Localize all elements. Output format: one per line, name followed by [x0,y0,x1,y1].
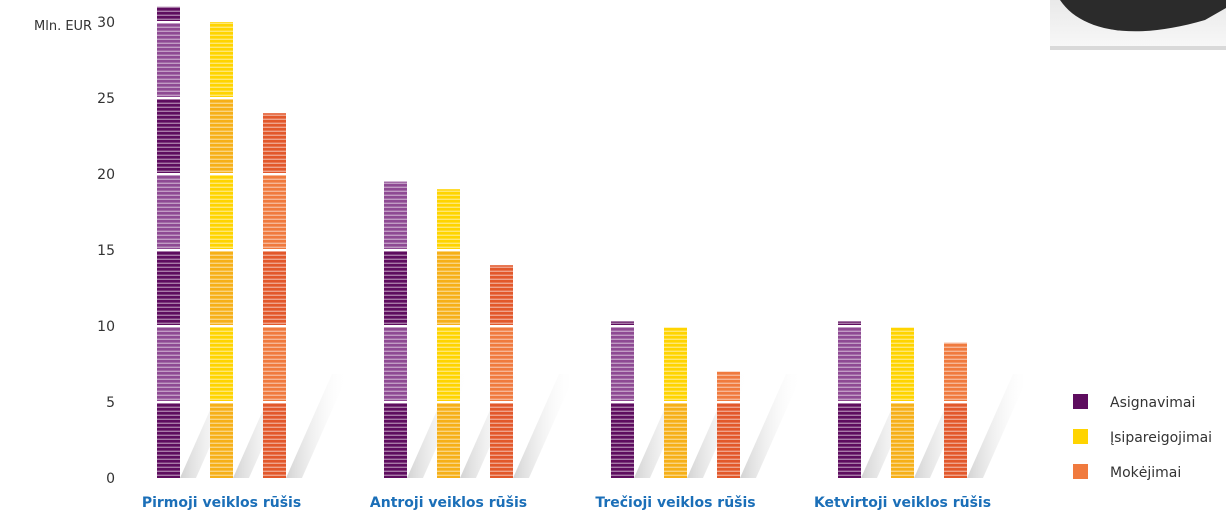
bar-shadow [513,374,575,478]
legend-label: Mokėjimai [1110,465,1181,481]
bar-shadow [740,374,802,478]
y-tick-label: 0 [106,471,115,487]
legend-swatch [1073,464,1088,479]
bar-mokejimai-antroji-veiklos-rusis [490,265,513,478]
legend-item-asignavimai: Asignavimai [1073,394,1195,411]
category-label: Pirmoji veiklos rūšis [142,495,301,511]
category-label: Trečioji veiklos rūšis [595,495,755,511]
category-label: Ketvirtoji veiklos rūšis [814,495,991,511]
legend: Asignavimai Įsipareigojimai Mokėjimai [1073,394,1212,481]
legend-item-mokejimai: Mokėjimai [1073,464,1181,481]
y-tick-label: 15 [97,243,115,259]
y-axis-unit-label: Mln. EUR [34,19,92,34]
bar-mokejimai-trecioji-veiklos-rusis [717,371,740,478]
y-tick-label: 5 [106,395,115,411]
category-labels: Pirmoji veiklos rūšis Antroji veiklos rūš… [142,495,991,511]
legend-swatch [1073,394,1088,409]
decorative-photo-fragment [1050,0,1226,50]
bar-shadow [286,374,348,478]
bar-isipareigojimai-antroji-veiklos-rusis [437,189,460,478]
y-axis: 0 5 10 15 20 25 30 [97,15,115,487]
bar-mokejimai-pirmoji-veiklos-rusis [263,113,286,478]
y-tick-label: 10 [97,319,115,335]
bar-asignavimai-trecioji-veiklos-rusis [611,321,634,478]
bar-asignavimai-ketvirtoji-veiklos-rusis [838,321,861,478]
bar-isipareigojimai-ketvirtoji-veiklos-rusis [891,327,914,478]
bars-group [157,6,967,479]
legend-label: Įsipareigojimai [1110,430,1212,446]
bar-mokejimai-ketvirtoji-veiklos-rusis [944,342,967,478]
bar-asignavimai-antroji-veiklos-rusis [384,181,407,478]
legend-item-isipareigojimai: Įsipareigojimai [1073,429,1212,446]
y-tick-label: 25 [97,91,115,107]
bar-isipareigojimai-trecioji-veiklos-rusis [664,327,687,478]
bar-isipareigojimai-pirmoji-veiklos-rusis [210,22,233,478]
legend-label: Asignavimai [1110,395,1195,411]
category-label: Antroji veiklos rūšis [370,495,527,511]
y-tick-label: 30 [97,15,115,31]
legend-swatch [1073,429,1088,444]
bar-shadow [967,374,1029,478]
y-tick-label: 20 [97,167,115,183]
bar-asignavimai-pirmoji-veiklos-rusis [157,6,180,479]
